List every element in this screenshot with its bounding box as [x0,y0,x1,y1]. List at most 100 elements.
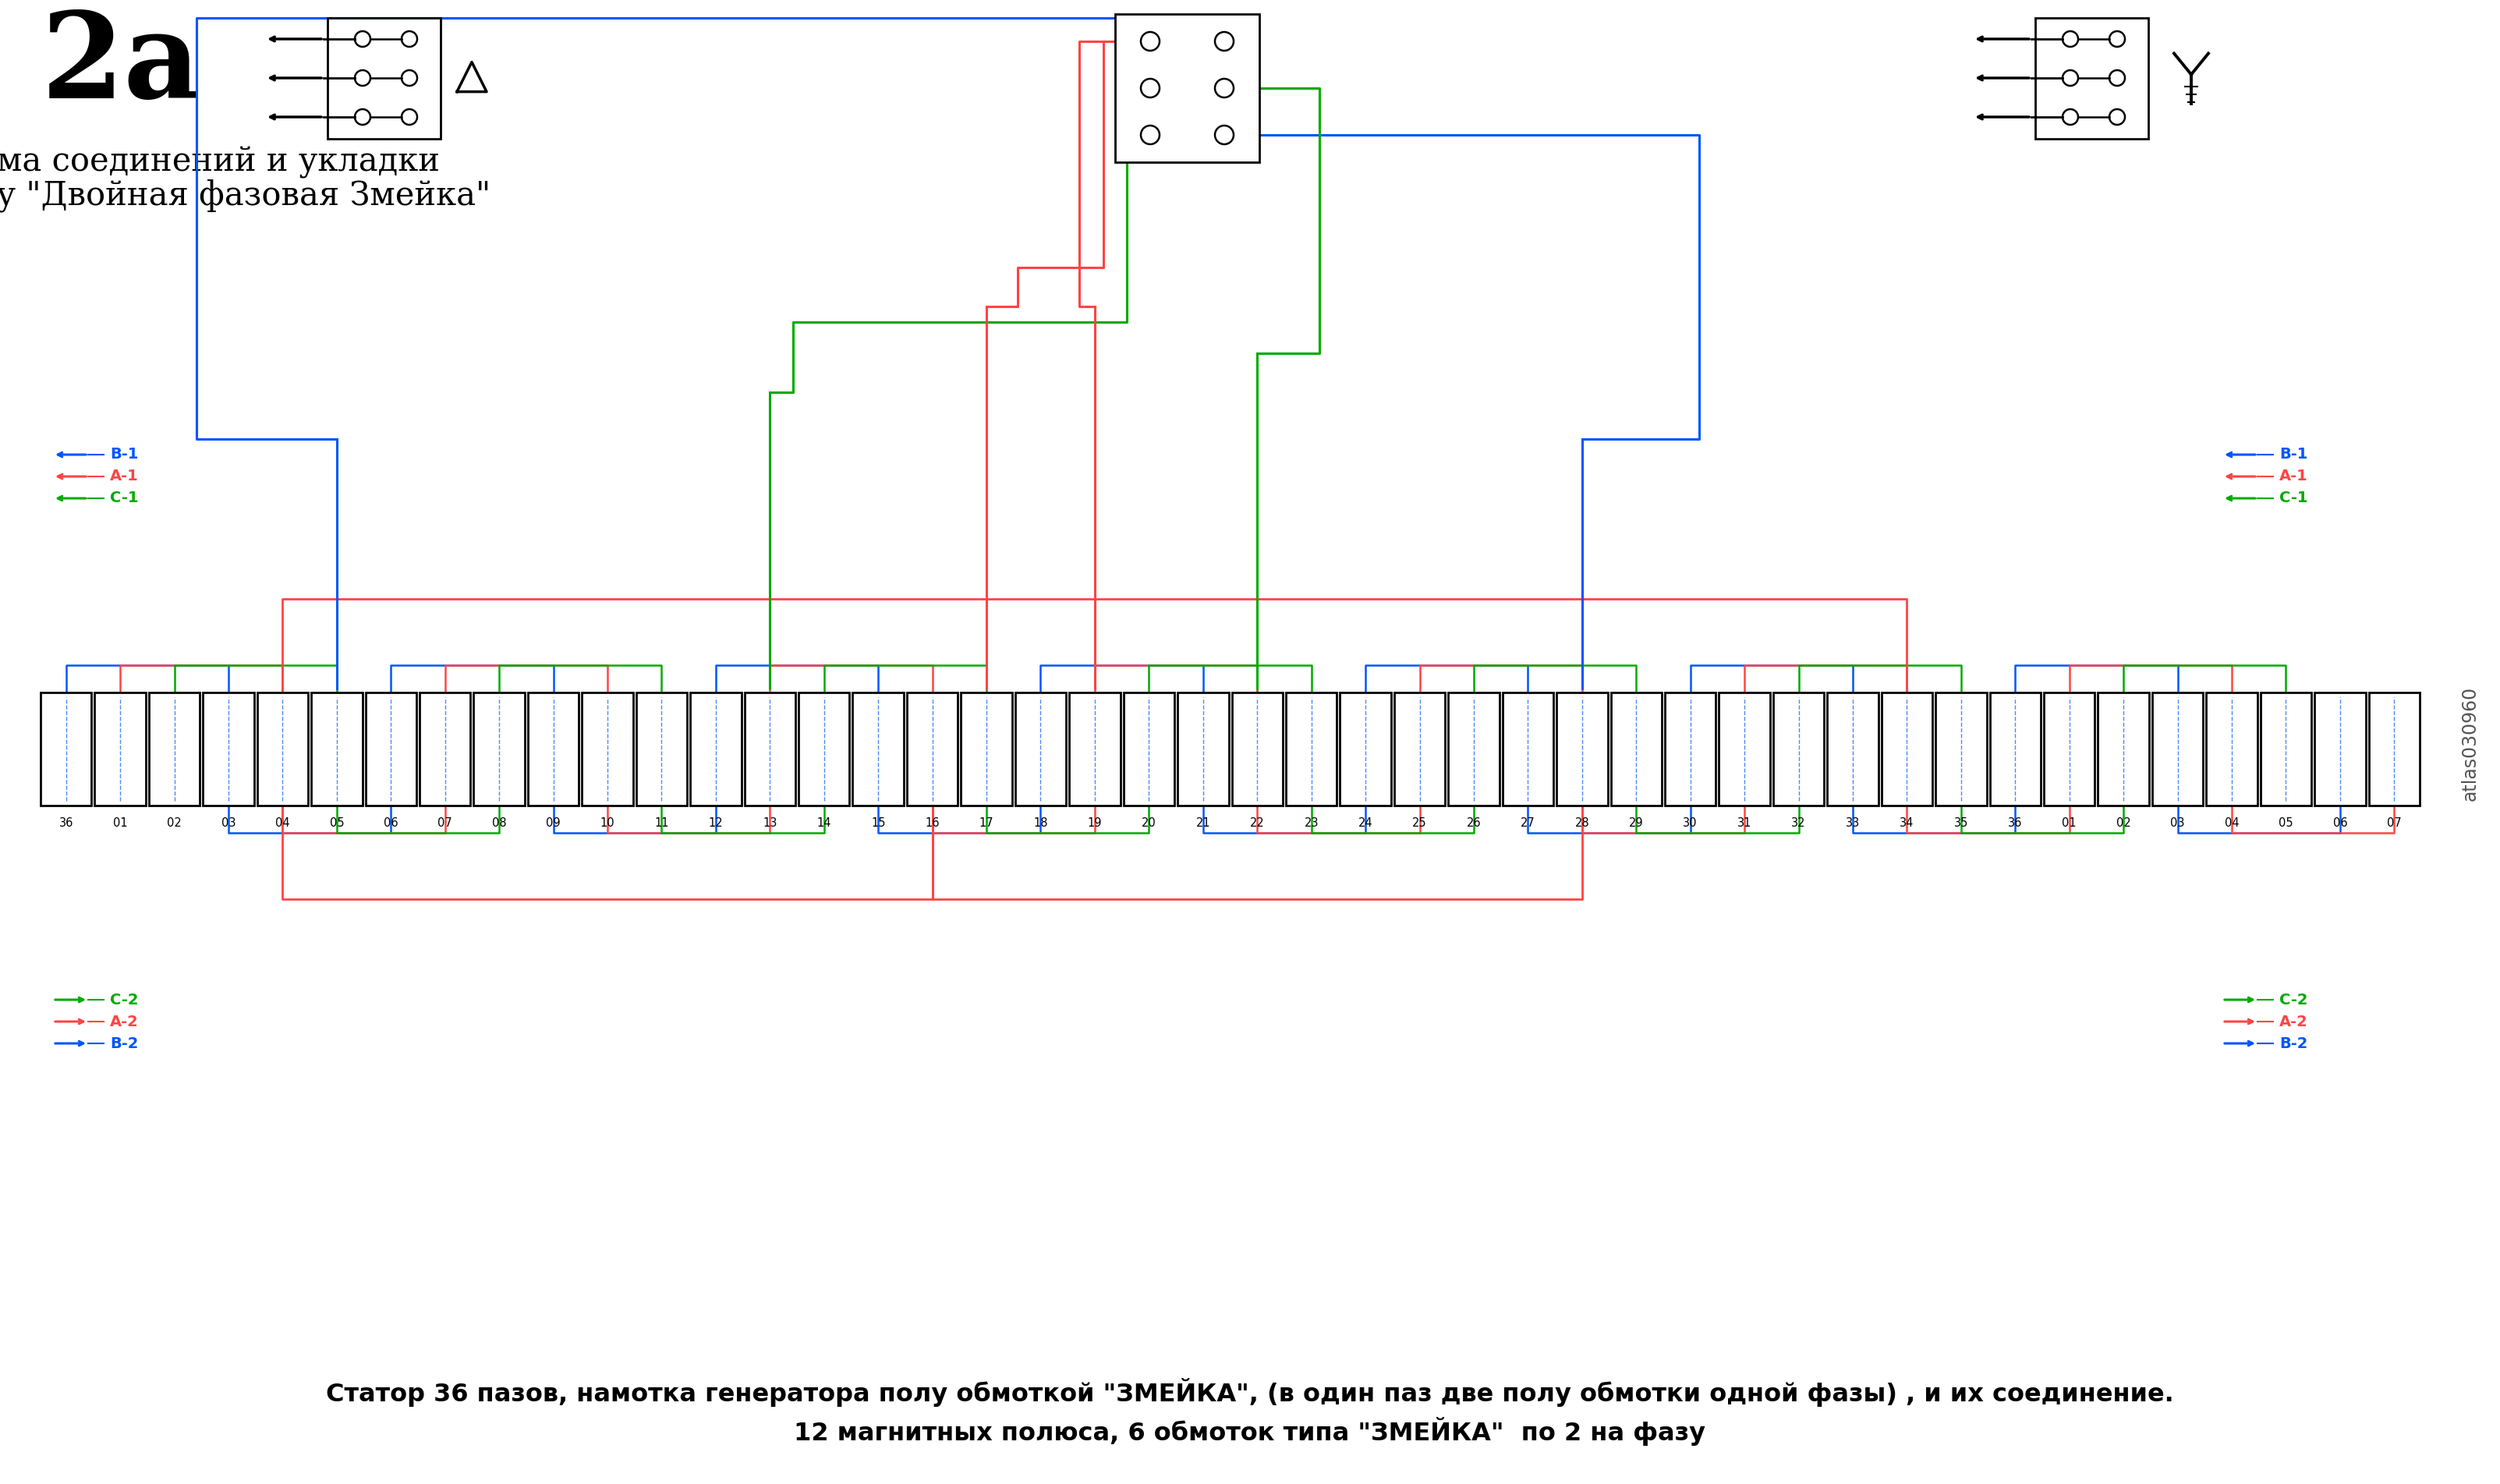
Bar [1285,693,1338,806]
Text: 36: 36 [60,816,72,828]
Text: 22: 22 [1250,816,1265,828]
Circle shape [1140,79,1160,98]
Bar [1502,693,1552,806]
Bar [1122,693,1175,806]
Circle shape [1215,33,1232,50]
Text: 04: 04 [275,816,290,828]
Bar [1720,693,1770,806]
Text: 31: 31 [1737,816,1752,828]
Bar [2035,18,2147,139]
Text: A-1: A-1 [110,469,138,484]
Bar [745,693,795,806]
Text: 01: 01 [112,816,127,828]
Circle shape [1215,79,1232,98]
Bar [1115,13,1260,162]
Text: 25: 25 [1412,816,1427,828]
Bar [420,693,470,806]
Text: 29: 29 [1630,816,1642,828]
Text: 14: 14 [818,816,833,828]
Text: 11: 11 [655,816,670,828]
Bar [2045,693,2095,806]
Text: 10: 10 [600,816,615,828]
Text: 18: 18 [1032,816,1048,828]
Text: 23: 23 [1305,816,1318,828]
Text: B-2: B-2 [110,1036,138,1051]
Text: Статор 36 пазов, намотка генератора полу обмоткой "ЗМЕЙКА", (в один паз две полу: Статор 36 пазов, намотка генератора полу… [325,1377,2175,1407]
Bar [1610,693,1662,806]
Text: atlas030960: atlas030960 [2460,686,2480,800]
Text: C-2: C-2 [110,993,138,1008]
Text: 07: 07 [437,816,452,828]
Text: C-1: C-1 [110,491,138,506]
Text: 27: 27 [1520,816,1535,828]
Text: 08: 08 [492,816,507,828]
Text: 28: 28 [1575,816,1590,828]
Circle shape [1215,126,1232,144]
Bar [2097,693,2150,806]
Text: 16: 16 [925,816,940,828]
Text: 30: 30 [1682,816,1697,828]
Bar [1935,693,1987,806]
Circle shape [355,31,370,47]
Bar [528,693,580,806]
Text: 09: 09 [545,816,560,828]
Bar [2205,693,2258,806]
Text: C-2: C-2 [2280,993,2308,1008]
Bar [852,693,902,806]
Text: 05: 05 [330,816,345,828]
Bar [1772,693,1825,806]
Text: 36: 36 [2008,816,2022,828]
Text: A-2: A-2 [110,1014,138,1028]
Text: 13: 13 [762,816,777,828]
Circle shape [2062,110,2077,125]
Circle shape [1140,33,1160,50]
Circle shape [355,70,370,86]
Text: 05: 05 [2278,816,2292,828]
Bar [1557,693,1608,806]
Bar [472,693,525,806]
Bar [95,693,145,806]
Bar [960,693,1012,806]
Text: 2a: 2a [40,6,200,123]
Text: 06: 06 [2332,816,2348,828]
Text: 07: 07 [2388,816,2402,828]
Circle shape [2062,31,2077,47]
Bar [1177,693,1227,806]
Bar [1827,693,1877,806]
Bar [798,693,850,806]
Bar [2152,693,2202,806]
Text: 21: 21 [1195,816,1210,828]
Bar [1070,693,1120,806]
Bar [908,693,958,806]
Bar [1882,693,1932,806]
Circle shape [1140,126,1160,144]
Bar [1340,693,1390,806]
Circle shape [355,110,370,125]
Text: 17: 17 [980,816,992,828]
Bar [150,693,200,806]
Bar [1232,693,1282,806]
Text: 04: 04 [2225,816,2240,828]
Text: 02: 02 [2115,816,2130,828]
Text: B-2: B-2 [2280,1036,2308,1051]
Text: 19: 19 [1087,816,1102,828]
Bar [365,693,418,806]
Bar [1665,693,1715,806]
Text: 06: 06 [382,816,398,828]
Text: 32: 32 [1792,816,1805,828]
Bar [327,18,440,139]
Text: 03: 03 [222,816,235,828]
Bar [1015,693,1065,806]
Text: 12: 12 [707,816,722,828]
Bar [635,693,687,806]
Text: 03: 03 [2170,816,2185,828]
Text: 02: 02 [168,816,182,828]
Text: по типу "Двойная фазовая Змейка": по типу "Двойная фазовая Змейка" [0,180,490,212]
Circle shape [2110,110,2125,125]
Text: C-1: C-1 [2280,491,2308,506]
Bar [2315,693,2365,806]
Text: A-1: A-1 [2280,469,2308,484]
Bar [202,693,255,806]
Text: A-2: A-2 [2280,1014,2308,1028]
Circle shape [2110,70,2125,86]
